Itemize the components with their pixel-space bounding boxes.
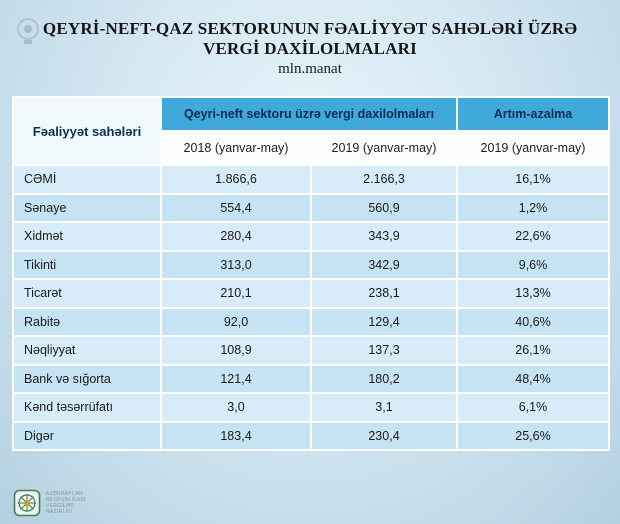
unit-label: mln.manat (278, 61, 342, 77)
watermark-emblem-icon (17, 18, 39, 44)
page-title-line2: VERGİ DAXİLOLMALARI (203, 39, 417, 58)
value-2019: 129,4 (310, 306, 458, 337)
value-2018: 121,4 (160, 363, 312, 394)
ministry-emblem-icon (13, 489, 41, 517)
value-growth: 40,6% (456, 306, 610, 337)
value-growth: 16,1% (456, 164, 610, 195)
ministry-footer: AZƏRBAYCAN RESPUBLİKASI VERGİLƏR NAZİRLİ… (13, 489, 86, 517)
value-2018: 108,9 (160, 335, 312, 366)
subheader-growth-2019: 2019 (yanvar-may) (456, 130, 610, 166)
value-2018: 183,4 (160, 420, 312, 451)
row-label: Xidmət (12, 221, 162, 252)
value-2018: 313,0 (160, 249, 312, 280)
ministry-name: AZƏRBAYCAN RESPUBLİKASI VERGİLƏR NAZİRLİ… (46, 491, 86, 515)
value-2019: 342,9 (310, 249, 458, 280)
value-growth: 26,1% (456, 335, 610, 366)
ministry-name-line2: RESPUBLİKASI (46, 497, 86, 503)
value-growth: 48,4% (456, 363, 610, 394)
table-row: CƏMİ 1.866,6 2.166,3 16,1% (12, 164, 610, 195)
value-2018: 210,1 (160, 278, 312, 309)
table-row: Nəqliyyat 108,9 137,3 26,1% (12, 335, 610, 366)
column-group-header-revenues: Qeyri-neft sektoru üzrə vergi daxilolmal… (160, 96, 458, 132)
value-2019: 137,3 (310, 335, 458, 366)
table-row: Kənd təsərrüfatı 3,0 3,1 6,1% (12, 392, 610, 423)
table-row: Tikinti 313,0 342,9 9,6% (12, 249, 610, 280)
page-title-line1: QEYRİ-NEFT-QAZ SEKTORUNUN FƏALİYYƏT SAHƏ… (42, 19, 578, 38)
row-label: Rabitə (12, 306, 162, 337)
value-2019: 560,9 (310, 192, 458, 223)
value-2019: 343,9 (310, 221, 458, 252)
table-row: Bank və sığorta 121,4 180,2 48,4% (12, 363, 610, 394)
value-growth: 22,6% (456, 221, 610, 252)
value-2018: 280,4 (160, 221, 312, 252)
row-label: Nəqliyyat (12, 335, 162, 366)
value-2018: 1.866,6 (160, 164, 312, 195)
table-row: Ticarət 210,1 238,1 13,3% (12, 278, 610, 309)
subheader-2019: 2019 (yanvar-may) (310, 130, 458, 166)
row-label: Kənd təsərrüfatı (12, 392, 162, 423)
subheader-2018: 2018 (yanvar-may) (160, 130, 312, 166)
ministry-name-line1: AZƏRBAYCAN (46, 491, 83, 497)
table-row: Sənaye 554,4 560,9 1,2% (12, 192, 610, 223)
value-2019: 238,1 (310, 278, 458, 309)
row-label: Sənaye (12, 192, 162, 223)
column-header-growth: Artım-azalma (456, 96, 610, 132)
table-row: Digər 183,4 230,4 25,6% (12, 420, 610, 451)
value-growth: 25,6% (456, 420, 610, 451)
value-growth: 13,3% (456, 278, 610, 309)
value-2019: 3,1 (310, 392, 458, 423)
value-growth: 1,2% (456, 192, 610, 223)
ministry-name-line4: NAZİRLİYİ (46, 509, 73, 515)
table-row: Xidmət 280,4 343,9 22,6% (12, 221, 610, 252)
value-2018: 92,0 (160, 306, 312, 337)
value-2019: 230,4 (310, 420, 458, 451)
ministry-name-line3: VERGİLƏR (46, 503, 75, 509)
value-growth: 9,6% (456, 249, 610, 280)
value-2019: 180,2 (310, 363, 458, 394)
row-label: Tikinti (12, 249, 162, 280)
row-label: Digər (12, 420, 162, 451)
row-label: CƏMİ (12, 164, 162, 195)
value-2018: 554,4 (160, 192, 312, 223)
tax-revenue-table: Fəaliyyət sahələri Qeyri-neft sektoru üz… (12, 96, 610, 451)
value-2019: 2.166,3 (310, 164, 458, 195)
table-row: Rabitə 92,0 129,4 40,6% (12, 306, 610, 337)
title-block: QEYRİ-NEFT-QAZ SEKTORUNUN FƏALİYYƏT SAHƏ… (0, 0, 620, 78)
value-2018: 3,0 (160, 392, 312, 423)
column-header-activity: Fəaliyyət sahələri (12, 96, 162, 166)
row-label: Bank və sığorta (12, 363, 162, 394)
row-label: Ticarət (12, 278, 162, 309)
value-growth: 6,1% (456, 392, 610, 423)
